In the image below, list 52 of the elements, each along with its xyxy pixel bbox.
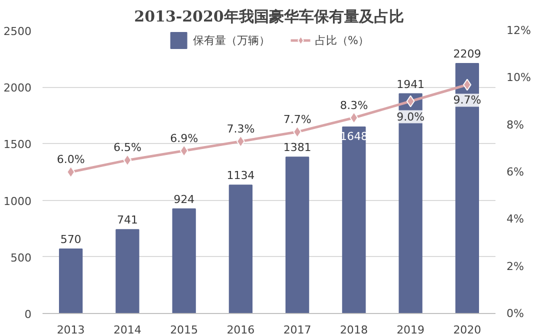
legend-label: 占比（%） [314, 32, 370, 48]
bar [58, 248, 83, 314]
bar [455, 62, 480, 314]
chart-title: 2013-2020年我国豪华车保有量及占比 [134, 8, 404, 26]
x-tick-label: 2018 [340, 324, 368, 336]
x-tick-label: 2013 [56, 324, 85, 336]
y2-tick-label: 8% [506, 118, 524, 132]
point [406, 95, 415, 108]
y2-tick-label: 0% [506, 307, 524, 320]
data-label: 924 [174, 192, 195, 206]
y2-tick-label: 10% [506, 71, 531, 84]
bar [285, 156, 310, 314]
y-tick-label: 0 [24, 308, 32, 321]
data-label: 6.9% [170, 132, 198, 145]
x-tick-label: 2014 [113, 324, 142, 336]
legend-label: 保有量（万辆） [192, 32, 270, 48]
y-tick-label: 500 [10, 251, 32, 264]
x-tick-label: 2020 [453, 324, 482, 336]
bar [172, 208, 196, 314]
point [350, 112, 358, 124]
y2-tick-label: 4% [506, 212, 524, 226]
data-label: 570 [60, 232, 82, 246]
data-label: 2209 [453, 47, 482, 60]
data-label: 8.3% [340, 98, 368, 112]
data-label: 1941 [396, 78, 425, 91]
data-label: 6.5% [113, 141, 142, 154]
y-tick-label: 2000 [4, 82, 32, 95]
bar [342, 126, 366, 314]
data-label: 1381 [283, 141, 312, 154]
data-label: 7.7% [283, 112, 312, 126]
point [123, 154, 132, 166]
bar [228, 184, 253, 314]
data-label: 9.0% [396, 110, 425, 124]
y-tick-label: 1500 [4, 138, 32, 152]
y2-tick-label: 12% [506, 24, 531, 37]
x-tick-label: 2016 [226, 324, 255, 336]
bar [398, 93, 422, 314]
y-tick-label: 2500 [4, 25, 32, 38]
x-tick-label: 2015 [170, 324, 198, 336]
y2-tick-label: 2% [506, 260, 524, 273]
x-tick-label: 2019 [396, 324, 425, 336]
y-tick-label: 1000 [4, 194, 32, 208]
point [180, 144, 188, 157]
data-label: 1134 [226, 169, 255, 182]
y2-tick-label: 6% [506, 166, 524, 178]
x-tick-label: 2017 [283, 324, 312, 336]
bar [116, 229, 140, 314]
point [66, 166, 75, 178]
data-label: 9.7% [453, 94, 482, 107]
data-label: 741 [116, 214, 138, 227]
data-label: 7.3% [226, 122, 255, 136]
data-label: 6.0% [56, 153, 85, 166]
